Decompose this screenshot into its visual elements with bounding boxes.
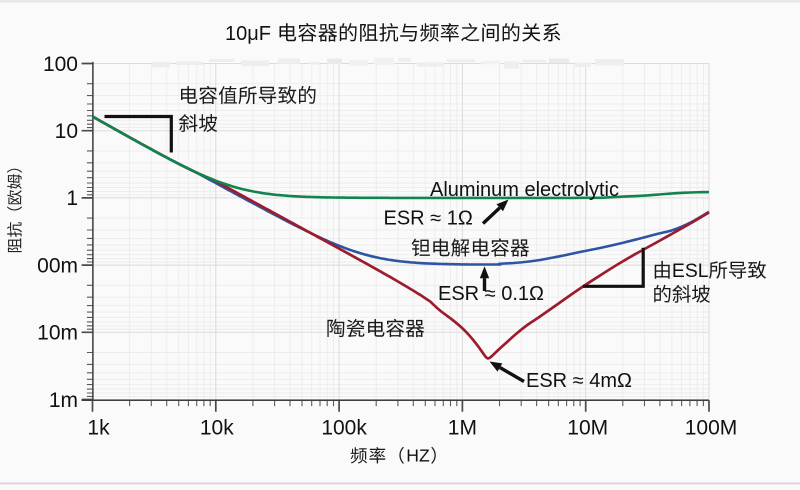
- svg-text:10m: 10m: [37, 322, 78, 345]
- svg-text:1m: 1m: [49, 389, 78, 412]
- svg-text:10μF: 10μF: [225, 23, 271, 45]
- svg-text:Aluminum electrolytic: Aluminum electrolytic: [430, 179, 619, 201]
- svg-text:ESR ≈ 4mΩ: ESR ≈ 4mΩ: [526, 370, 632, 392]
- svg-text:1M: 1M: [448, 417, 477, 440]
- svg-text:10k: 10k: [200, 417, 234, 440]
- svg-text:10M: 10M: [567, 417, 608, 440]
- svg-text:ESL: ESL: [672, 260, 709, 282]
- svg-text:HZ: HZ: [406, 446, 430, 466]
- svg-text:1: 1: [66, 187, 78, 210]
- svg-text:1k: 1k: [87, 417, 110, 440]
- svg-text:ESR ≈ 1Ω: ESR ≈ 1Ω: [384, 208, 473, 230]
- svg-text:100k: 100k: [321, 417, 367, 440]
- svg-text:00m: 00m: [37, 254, 78, 277]
- svg-text:100: 100: [43, 53, 78, 76]
- svg-text:ESR ≈ 0.1Ω: ESR ≈ 0.1Ω: [438, 283, 544, 305]
- svg-text:10: 10: [55, 120, 78, 143]
- svg-text:100M: 100M: [685, 417, 738, 440]
